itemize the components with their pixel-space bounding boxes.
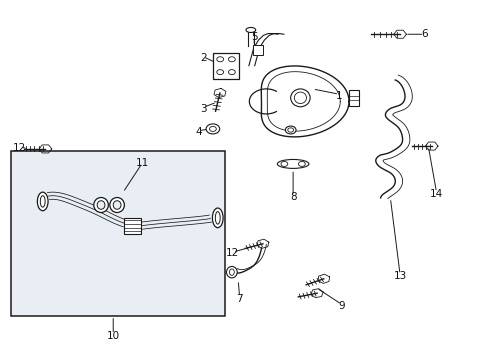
Circle shape: [228, 69, 235, 75]
Ellipse shape: [40, 196, 45, 207]
Ellipse shape: [110, 198, 124, 212]
Text: 13: 13: [393, 271, 406, 281]
Ellipse shape: [287, 128, 293, 132]
Ellipse shape: [245, 27, 255, 32]
Ellipse shape: [290, 89, 309, 107]
Text: 10: 10: [106, 332, 120, 342]
Ellipse shape: [215, 212, 220, 224]
Circle shape: [216, 69, 223, 75]
Ellipse shape: [294, 92, 306, 104]
Ellipse shape: [94, 198, 108, 212]
FancyBboxPatch shape: [253, 45, 263, 55]
Ellipse shape: [37, 192, 48, 211]
Ellipse shape: [113, 201, 121, 209]
Ellipse shape: [277, 159, 308, 168]
FancyBboxPatch shape: [348, 90, 358, 106]
Circle shape: [209, 126, 216, 131]
Text: 12: 12: [13, 143, 26, 153]
FancyBboxPatch shape: [11, 152, 224, 316]
Text: 5: 5: [250, 32, 257, 42]
Ellipse shape: [97, 201, 105, 209]
Text: 14: 14: [429, 189, 442, 199]
Ellipse shape: [229, 269, 234, 275]
Text: 7: 7: [236, 294, 243, 303]
Text: 2: 2: [200, 53, 206, 63]
Text: 8: 8: [289, 192, 296, 202]
Ellipse shape: [212, 208, 223, 228]
Circle shape: [216, 57, 223, 62]
FancyBboxPatch shape: [212, 53, 239, 78]
Text: 6: 6: [420, 29, 427, 39]
Ellipse shape: [226, 266, 237, 278]
Text: 4: 4: [195, 127, 201, 137]
Text: 3: 3: [200, 104, 206, 113]
FancyBboxPatch shape: [123, 218, 141, 234]
Circle shape: [205, 124, 219, 134]
Text: 9: 9: [338, 301, 345, 311]
Circle shape: [298, 161, 305, 166]
Circle shape: [228, 57, 235, 62]
Circle shape: [281, 161, 287, 166]
Text: 11: 11: [136, 158, 149, 168]
Ellipse shape: [285, 126, 295, 134]
Text: 12: 12: [226, 248, 239, 258]
Text: 1: 1: [335, 91, 342, 101]
